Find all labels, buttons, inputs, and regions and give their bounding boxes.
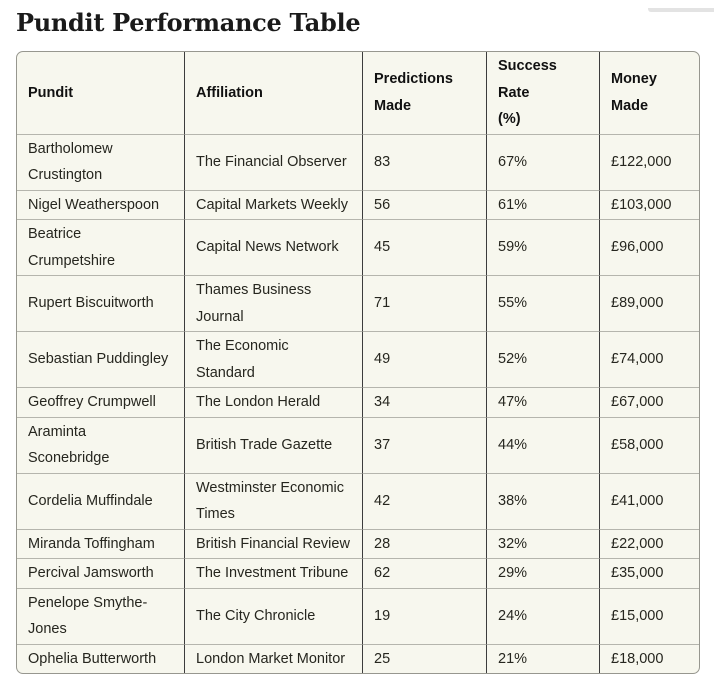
table-cell: 37 <box>363 416 487 473</box>
table-cell: 24% <box>487 587 600 644</box>
table-row: Miranda Toffingham British Financial Revi… <box>17 528 699 559</box>
table-cell: 52% <box>487 331 600 387</box>
table-cell: 62 <box>363 558 487 588</box>
table-row: Cordelia Muffindale Westminster Economic … <box>17 472 699 529</box>
table-cell: Sebastian Puddingley <box>17 331 185 387</box>
table-cell: 59% <box>487 219 600 275</box>
table-cell: 56 <box>363 189 487 219</box>
table-cell: Araminta Sconebridge <box>17 416 185 473</box>
table-cell: £58,000 <box>600 416 699 473</box>
table-cell: 49 <box>363 331 487 387</box>
table-cell: The Economic Standard <box>185 331 363 387</box>
table-cell: 42 <box>363 472 487 529</box>
table-cell: £22,000 <box>600 528 699 559</box>
table-row: Sebastian Puddingley The Economic Standar… <box>17 331 699 387</box>
table-cell: £18,000 <box>600 643 699 674</box>
table-row: Beatrice Crumpetshire Capital News Networ… <box>17 219 699 275</box>
table-row: Geoffrey Crumpwell The London Herald 34 47%… <box>17 387 699 417</box>
table-cell: British Financial Review <box>185 528 363 558</box>
table-cell: British Trade Gazette <box>185 416 363 473</box>
table-cell: £35,000 <box>600 558 699 588</box>
table-cell: Bartholomew Crustington <box>17 133 185 190</box>
table-cell: 47% <box>487 387 600 417</box>
table-cell: 25 <box>363 643 487 673</box>
table-cell: Miranda Toffingham <box>17 528 185 558</box>
table-cell: 32% <box>487 528 600 558</box>
table-row: Percival Jamsworth The Investment Tribune… <box>17 558 699 588</box>
table-body: Bartholomew Crustington The Financial Obs… <box>17 133 699 674</box>
table-row: Rupert Biscuitworth Thames Business Journ… <box>17 275 699 331</box>
table-cell: The City Chronicle <box>185 587 363 644</box>
pundit-table-container: Pundit Affiliation Predictions Made Success… <box>16 51 700 674</box>
pundit-performance-table: Pundit Affiliation Predictions Made Success… <box>17 52 699 673</box>
column-header: Money Made <box>611 71 657 114</box>
table-cell: Ophelia Butterworth <box>17 643 185 673</box>
table-cell: The Financial Observer <box>185 133 363 190</box>
column-header: Pundit <box>17 52 185 134</box>
table-cell: Beatrice Crumpetshire <box>17 219 185 275</box>
table-cell: Cordelia Muffindale <box>17 472 185 529</box>
table-cell: The Investment Tribune <box>185 558 363 588</box>
page-title: Pundit Performance Table <box>16 8 361 37</box>
table-cell: 21% <box>487 643 600 673</box>
table-cell: Rupert Biscuitworth <box>17 275 185 331</box>
table-cell: London Market Monitor <box>185 643 363 673</box>
table-cell: 34 <box>363 387 487 417</box>
table-row: Nigel Weatherspoon Capital Markets Weekly… <box>17 189 699 220</box>
table-cell: £89,000 <box>600 275 699 331</box>
table-cell: Thames Business Journal <box>185 275 363 331</box>
table-cell: 44% <box>487 416 600 473</box>
top-right-ui-fragment <box>648 8 714 12</box>
table-cell: £96,000 <box>600 219 699 275</box>
column-header: Affiliation <box>185 52 363 134</box>
table-cell: Westminster Economic Times <box>185 472 363 529</box>
table-row: Penelope Smythe- Jones The City Chronicle… <box>17 587 699 644</box>
table-cell: Geoffrey Crumpwell <box>17 387 185 417</box>
table-cell: Capital News Network <box>185 219 363 275</box>
table-cell: £103,000 <box>600 189 699 220</box>
table-cell: Nigel Weatherspoon <box>17 189 185 219</box>
table-row: Bartholomew Crustington The Financial Obs… <box>17 133 699 190</box>
table-cell: 67% <box>487 133 600 190</box>
table-row: Araminta Sconebridge British Trade Gazett… <box>17 416 699 473</box>
table-cell: Percival Jamsworth <box>17 558 185 588</box>
table-cell: 45 <box>363 219 487 275</box>
table-cell: Capital Markets Weekly <box>185 189 363 219</box>
table-cell: 71 <box>363 275 487 331</box>
table-cell: 19 <box>363 587 487 644</box>
table-cell: 28 <box>363 528 487 558</box>
table-row: Ophelia Butterworth London Market Monitor… <box>17 643 699 674</box>
table-cell: 61% <box>487 189 600 219</box>
table-cell: £74,000 <box>600 331 699 387</box>
column-header: Predictions Made <box>363 52 487 134</box>
table-cell: 38% <box>487 472 600 529</box>
table-header-row: Pundit Affiliation Predictions Made Success… <box>17 52 699 134</box>
table-cell: £41,000 <box>600 472 699 529</box>
table-cell: 83 <box>363 133 487 190</box>
table-cell: The London Herald <box>185 387 363 417</box>
table-cell: £15,000 <box>600 587 699 644</box>
table-cell: 55% <box>487 275 600 331</box>
table-cell: £122,000 <box>600 133 699 190</box>
table-cell: Penelope Smythe- Jones <box>17 587 185 644</box>
column-header: Success Rate (%) <box>487 52 600 134</box>
table-cell: £67,000 <box>600 387 699 417</box>
table-cell: 29% <box>487 558 600 588</box>
